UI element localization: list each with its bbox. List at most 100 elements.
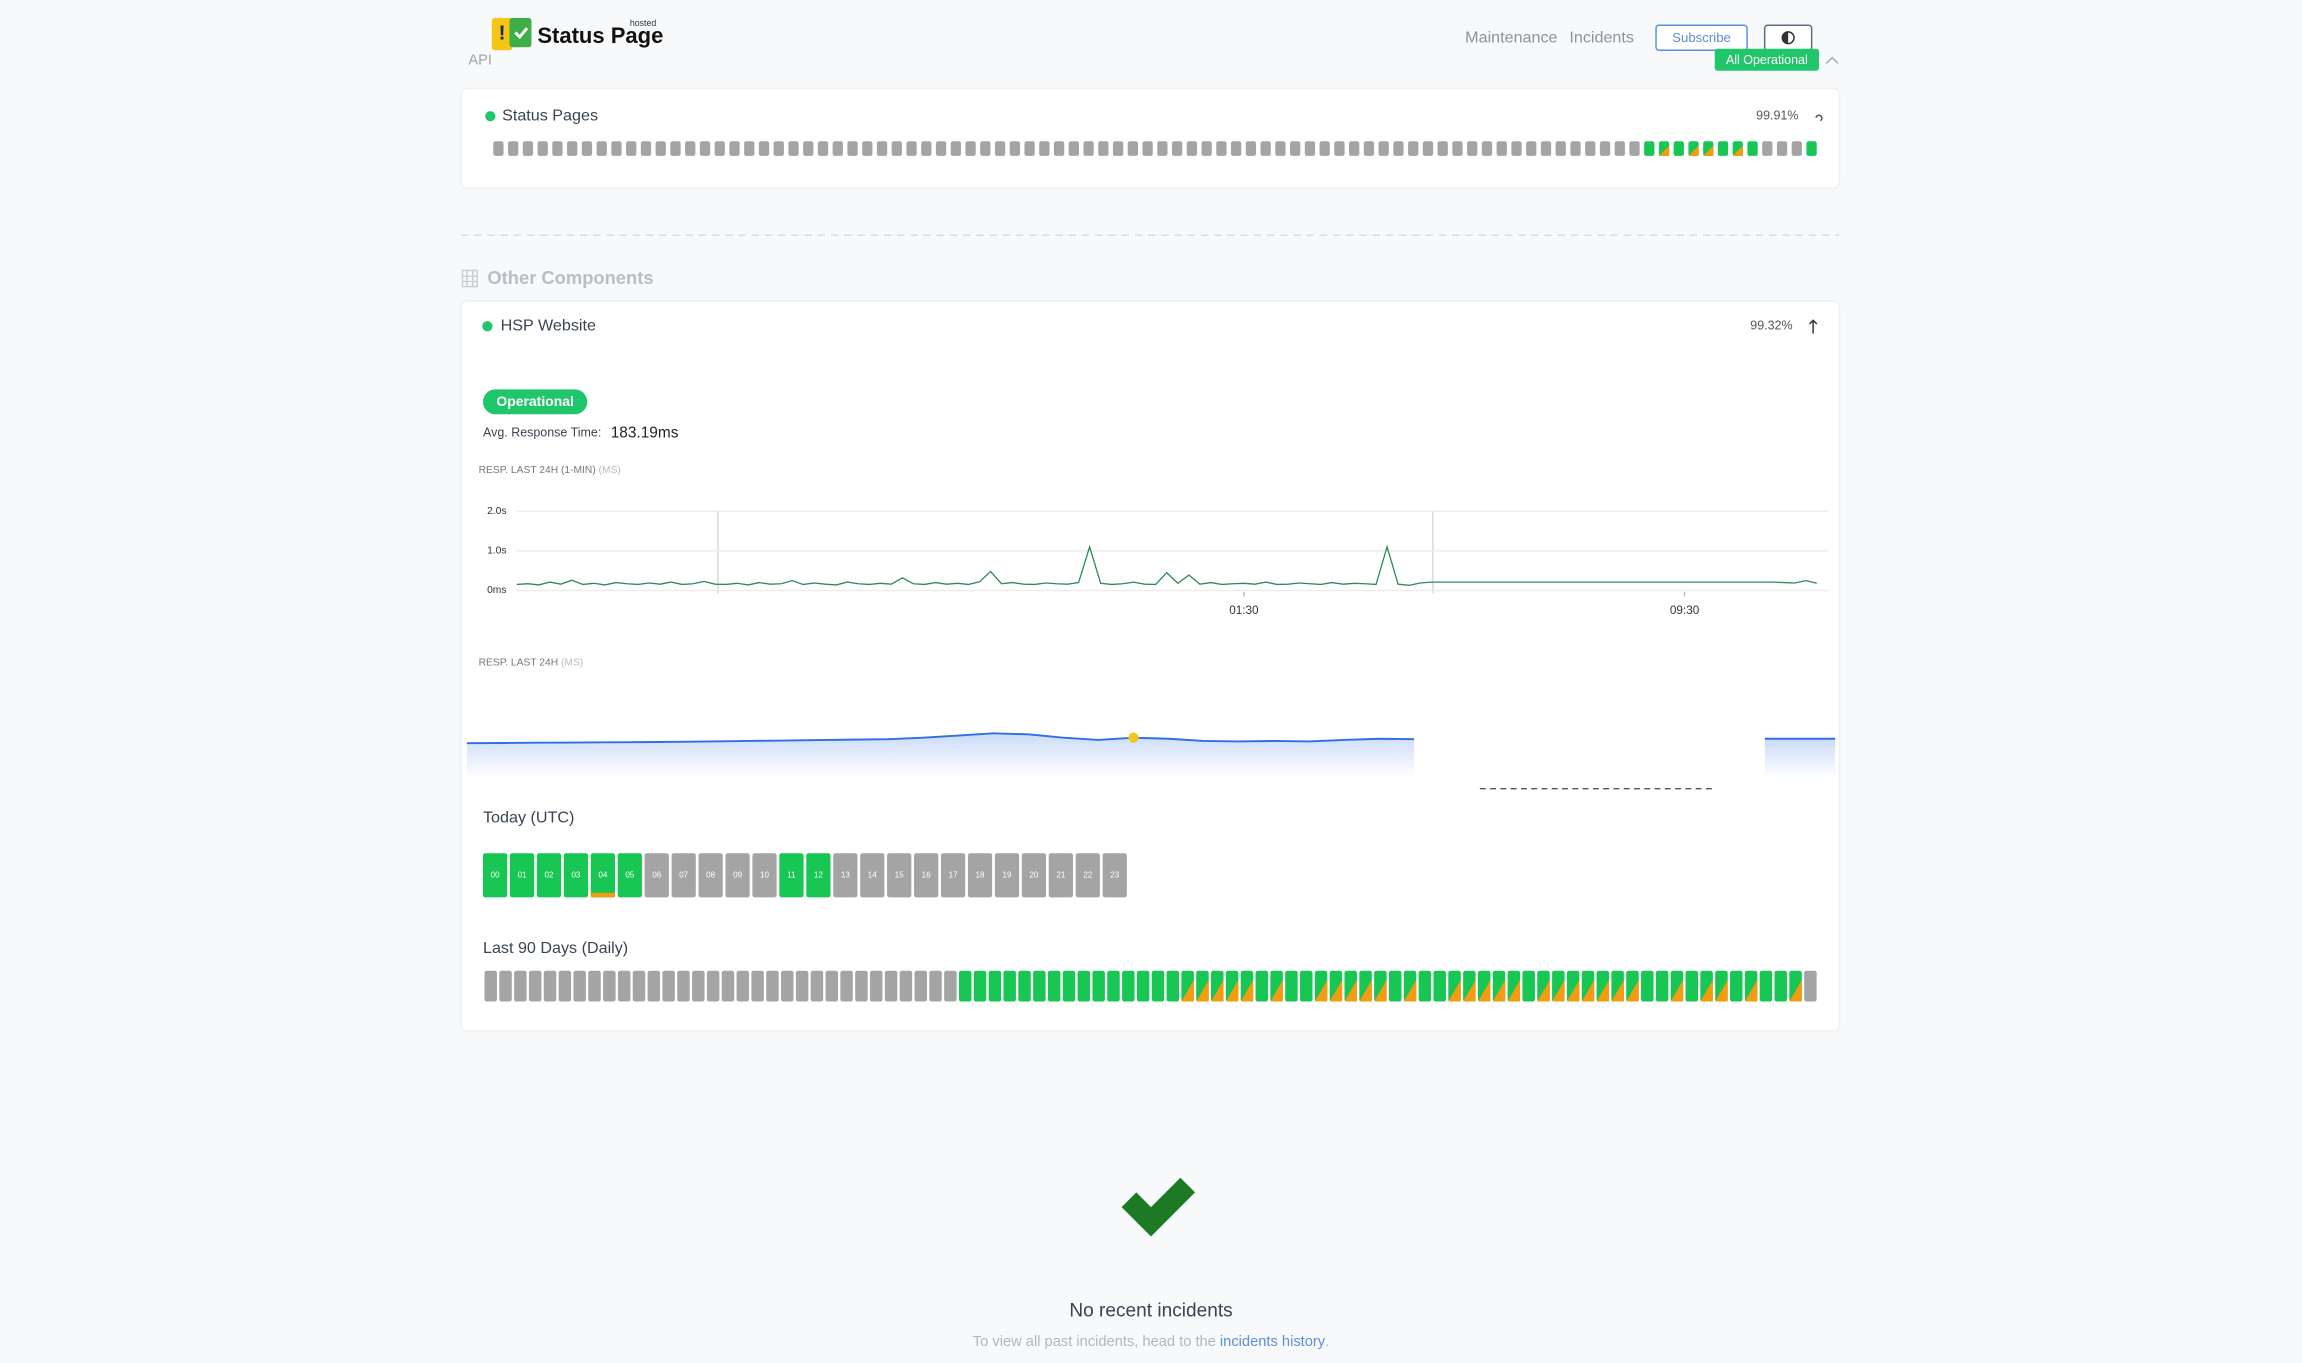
day-bar <box>1092 970 1105 1002</box>
hour-label: 00 <box>491 870 500 879</box>
incidents-text: To view all past incidents, head to the … <box>973 1334 1329 1350</box>
day-bar-partial <box>1359 979 1372 1002</box>
day-bar <box>1009 141 1020 156</box>
icon <box>461 269 478 288</box>
day-bar <box>817 141 829 156</box>
day-bar <box>1039 141 1050 156</box>
day-bar <box>1673 141 1684 156</box>
day-bar <box>1047 970 1061 1002</box>
hover-point <box>1128 732 1139 743</box>
avg-label: Avg. Response Time: <box>483 426 601 440</box>
incidents-title: No recent incidents <box>1069 1300 1232 1321</box>
day-bar <box>640 141 652 156</box>
hour-label: 03 <box>571 870 580 879</box>
day-bar <box>552 141 563 156</box>
day-bar <box>1522 970 1535 1002</box>
day-bar <box>884 970 898 1002</box>
day-bar <box>1216 141 1227 156</box>
hour-label: 19 <box>1002 870 1011 879</box>
collapse-icon[interactable] <box>1825 56 1839 64</box>
day-bar <box>617 970 631 1002</box>
hour-label: 22 <box>1083 870 1092 879</box>
hour-box <box>914 853 939 898</box>
day-bar <box>514 970 527 1002</box>
chart-title: RESP. LAST 24H (1-MIN) (MS) <box>479 465 621 476</box>
uptime: 99.91% <box>1756 109 1798 123</box>
day-bar <box>677 970 690 1002</box>
overall-status-badge <box>1714 48 1819 71</box>
day-bar <box>499 970 512 1002</box>
uptime-bars <box>493 141 1817 156</box>
incidents-link[interactable]: incidents history <box>1220 1334 1326 1350</box>
day-bar <box>914 970 927 1002</box>
day-bar <box>950 141 961 156</box>
day-bar <box>1452 141 1463 156</box>
day-bar <box>1231 141 1242 156</box>
subscribe-button[interactable]: Subscribe <box>1655 24 1748 51</box>
hour-box <box>536 853 562 898</box>
hour-box <box>671 853 696 898</box>
day-bar <box>1641 970 1654 1002</box>
day-bar <box>1496 141 1507 156</box>
hour-label: 23 <box>1110 870 1119 879</box>
logo-icon: ! <box>499 21 506 44</box>
day-bar <box>1685 970 1699 1002</box>
hour-box <box>940 853 966 898</box>
day-bar <box>685 141 696 156</box>
day-bar <box>1157 141 1168 156</box>
day-bar <box>899 970 913 1002</box>
hour-box <box>806 853 831 898</box>
day-bar <box>647 970 661 1002</box>
day-bar <box>1285 970 1298 1002</box>
nav-link[interactable]: Maintenance <box>1465 29 1557 47</box>
day-bar <box>1481 141 1493 156</box>
status-dot <box>485 111 496 122</box>
uptime: 99.32% <box>1750 319 1792 333</box>
day-bar <box>1319 141 1330 156</box>
toggle-icon <box>1782 31 1789 44</box>
button-frame <box>1655 24 1748 51</box>
status-badge <box>483 389 588 415</box>
day-bar <box>1467 141 1478 156</box>
day-bar <box>935 141 947 156</box>
day-bar <box>1068 141 1079 156</box>
hour-box <box>644 853 669 898</box>
chart-unit: (MS) <box>599 465 621 476</box>
day-bar <box>1629 141 1640 156</box>
day-bar <box>1151 970 1165 1002</box>
day-bar <box>537 141 548 156</box>
response-area-line <box>466 732 1836 745</box>
collapse-icon[interactable] <box>1808 319 1818 334</box>
day-bar <box>699 141 711 156</box>
section-title: Last 90 Days (Daily) <box>483 939 628 957</box>
logo[interactable]: ! Status Page hosted <box>491 17 664 51</box>
hour-box <box>967 853 993 898</box>
day-bar <box>1762 141 1773 156</box>
day-bar <box>988 970 1002 1002</box>
expand-icon[interactable] <box>1815 114 1823 122</box>
y-tick-label: 1.0s <box>487 546 506 557</box>
hour-label: 15 <box>895 870 904 879</box>
day-bar-partial <box>1658 145 1670 156</box>
logo-icon <box>509 17 532 48</box>
day-bar <box>484 970 497 1002</box>
day-bar-partial <box>1703 145 1714 156</box>
day-bar <box>1759 970 1773 1002</box>
day-bar <box>832 141 843 156</box>
day-bar <box>508 141 519 156</box>
day-bar <box>1806 141 1817 156</box>
hour-label: 06 <box>652 870 661 879</box>
theme-toggle[interactable] <box>1763 24 1813 51</box>
day-bar <box>1511 141 1522 156</box>
day-bar <box>1083 141 1094 156</box>
hour-box <box>725 853 750 898</box>
chart-title: RESP. LAST 24H <box>479 657 559 668</box>
day-bar <box>1053 141 1065 156</box>
component-name: HSP Website <box>501 316 596 334</box>
day-bar <box>1388 970 1402 1002</box>
nav-link[interactable]: Incidents <box>1569 29 1634 47</box>
day-bar <box>803 141 814 156</box>
day-bar <box>929 970 942 1002</box>
area-fill <box>466 733 1415 779</box>
group-icon <box>461 269 478 288</box>
